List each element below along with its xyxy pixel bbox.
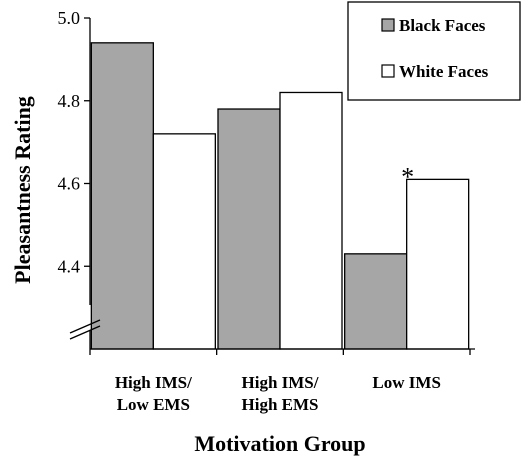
legend-label: Black Faces: [399, 16, 486, 35]
axis-break-mark: [69, 319, 101, 334]
x-category-label: Low IMS: [372, 373, 440, 392]
axis-break-mark: [69, 325, 101, 340]
bar-white-faces-3: [406, 178, 470, 350]
x-category-label: Low EMS: [117, 395, 190, 414]
x-category-label: High IMS/: [242, 373, 319, 392]
x-axis-title: Motivation Group: [194, 431, 365, 456]
labels-layer: 4.4 4.6 4.8 5.0 High IMS/Low EMS High IMS/Hig…: [10, 8, 441, 456]
legend-box: [347, 1, 521, 101]
bars-layer: [90, 42, 470, 350]
bar-black-faces-2: [217, 108, 281, 350]
significance-asterisk: *: [401, 162, 414, 191]
bar-white-faces-1: [152, 133, 216, 350]
y-axis-title: Pleasantness Rating: [10, 96, 35, 284]
legend-swatch: [381, 64, 395, 78]
y-tick-label: 5.0: [58, 8, 81, 28]
axes-layer: [69, 17, 475, 355]
legend-swatch: [381, 18, 395, 32]
x-category-label: High EMS: [242, 395, 319, 414]
bar-black-faces-3: [344, 253, 408, 350]
legend: Black Faces White Faces: [347, 1, 521, 101]
legend-label: White Faces: [399, 62, 489, 81]
bar-white-faces-2: [279, 91, 343, 350]
x-category-label: High IMS/: [115, 373, 192, 392]
bar-black-faces-1: [90, 42, 154, 350]
y-tick-label: 4.8: [58, 91, 81, 111]
y-tick-label: 4.4: [58, 256, 81, 276]
y-tick-label: 4.6: [58, 174, 81, 194]
